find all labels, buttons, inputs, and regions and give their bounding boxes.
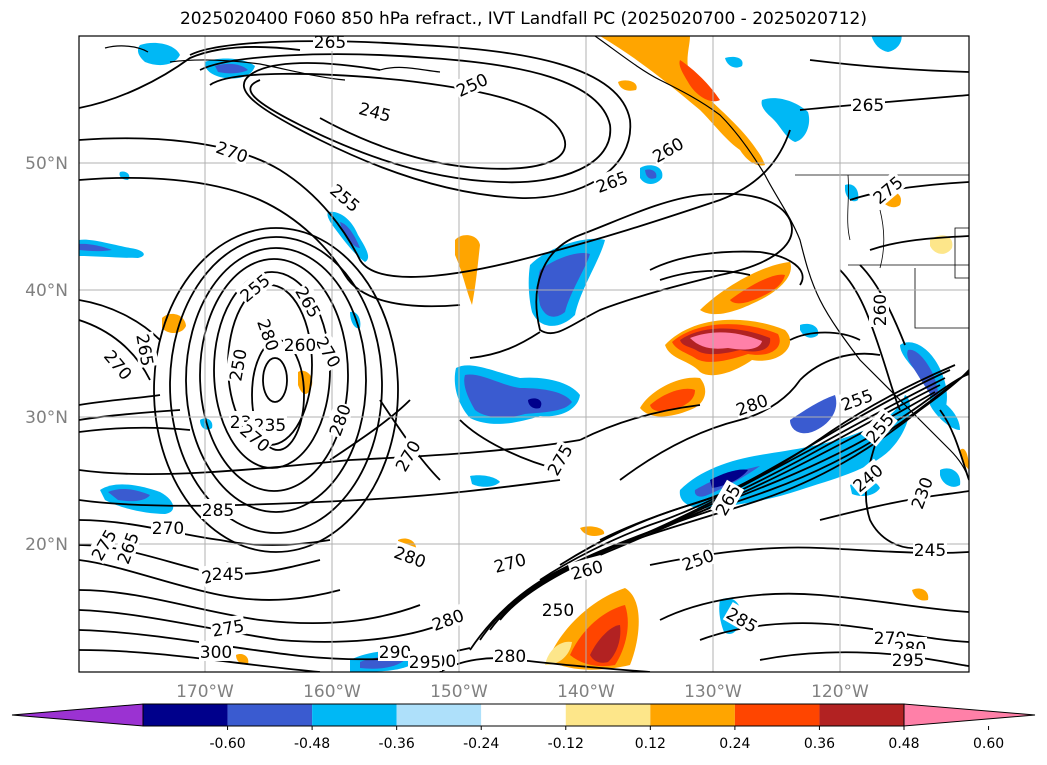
- contour-label-text: 270: [152, 519, 184, 539]
- contour-label-text: 300: [200, 643, 232, 663]
- contour-label: 280: [493, 645, 527, 667]
- colorbar-swatch: [565, 704, 651, 726]
- contour-label: 295: [891, 649, 925, 671]
- contour-label-text: 265: [314, 33, 346, 53]
- colorbar-tick-label: -0.48: [294, 736, 330, 752]
- colorbar-swatch: [143, 704, 228, 726]
- map-frame: [78, 35, 970, 673]
- lat-label-20n: 20°N: [25, 535, 68, 555]
- colorbar-tick-label: -0.24: [463, 736, 499, 752]
- colorbar-extend-min: [11, 703, 144, 727]
- colorbar-swatch: [481, 704, 566, 726]
- colorbar-extend-max: [903, 703, 1036, 727]
- contour-label: 250: [224, 346, 252, 384]
- graticule: [79, 36, 969, 672]
- colorbar-tick-label: 0.24: [719, 736, 750, 752]
- colorbar-tick-label: 0.48: [888, 736, 919, 752]
- contour-label-text: 265: [852, 96, 884, 116]
- colorbar: -0.60 -0.48 -0.36 -0.24 -0.12 0.12 0.24 0.36 0.4…: [11, 703, 1036, 752]
- contour-label: 290: [378, 641, 412, 663]
- lat-label-50n: 50°N: [25, 154, 68, 174]
- colorbar-tick-label: -0.60: [209, 736, 245, 752]
- contour-label: 265: [313, 33, 347, 53]
- lon-label-150w: 150°W: [430, 682, 488, 702]
- colorbar-tick-label: 0.36: [804, 736, 835, 752]
- coastlines: [104, 36, 969, 481]
- colorbar-swatch: [312, 704, 397, 726]
- contour-label-text: 280: [494, 647, 526, 667]
- contour-label-text: 285: [202, 501, 234, 521]
- shaded-fields: [79, 36, 969, 672]
- colorbar-swatch: [819, 704, 904, 726]
- contour-label: 250: [541, 599, 575, 621]
- contour-label-text: 250: [542, 601, 574, 621]
- lat-label-30n: 30°N: [25, 408, 68, 428]
- colorbar-swatch: [396, 704, 482, 726]
- contour-label: 285: [201, 499, 235, 521]
- contour-label: 295: [408, 651, 442, 673]
- contour-label: 300: [199, 641, 233, 663]
- contour-label: 270: [151, 517, 185, 539]
- lon-label-170w: 170°W: [176, 682, 234, 702]
- colorbar-tick-label: 0.12: [635, 736, 666, 752]
- longitude-labels: 170°W 160°W 150°W 140°W 130°W 120°W: [176, 682, 869, 702]
- contour-label-text: 290: [379, 643, 411, 663]
- contour-label: 260: [869, 293, 891, 327]
- contour-label: 265: [851, 94, 885, 116]
- contour-label: 245: [211, 563, 245, 585]
- contour-label-text: 260: [284, 336, 316, 356]
- contour-label-text: 245: [914, 541, 946, 561]
- contour-label-text: 245: [212, 565, 244, 585]
- lon-label-140w: 140°W: [557, 682, 615, 702]
- colorbar-swatch: [650, 704, 735, 726]
- colorbar-tick-label: -0.36: [379, 736, 415, 752]
- colorbar-swatch: [734, 704, 820, 726]
- colorbar-tick-label: 0.60: [973, 736, 1004, 752]
- contour-label: 265: [131, 331, 159, 369]
- lon-label-120w: 120°W: [811, 682, 869, 702]
- contour-label: 285: [722, 601, 763, 638]
- latitude-labels: 50°N 40°N 30°N 20°N: [25, 154, 68, 555]
- contour-label-text: 295: [409, 653, 441, 673]
- colorbar-tick-label: -0.12: [548, 736, 584, 752]
- contour-label: 260: [283, 334, 317, 356]
- lat-label-40n: 40°N: [25, 281, 68, 301]
- colorbar-frame: [142, 703, 905, 727]
- contour-label: 260: [567, 554, 606, 585]
- contour-label-text: 260: [871, 294, 891, 326]
- borders: [795, 174, 969, 329]
- lon-label-160w: 160°W: [303, 682, 361, 702]
- contour-label-text: 295: [892, 651, 924, 671]
- lon-label-130w: 130°W: [684, 682, 742, 702]
- map-title: 2025020400 F060 850 hPa refract., IVT La…: [179, 9, 867, 29]
- contour-label: 245: [913, 539, 947, 561]
- colorbar-swatch: [227, 704, 313, 726]
